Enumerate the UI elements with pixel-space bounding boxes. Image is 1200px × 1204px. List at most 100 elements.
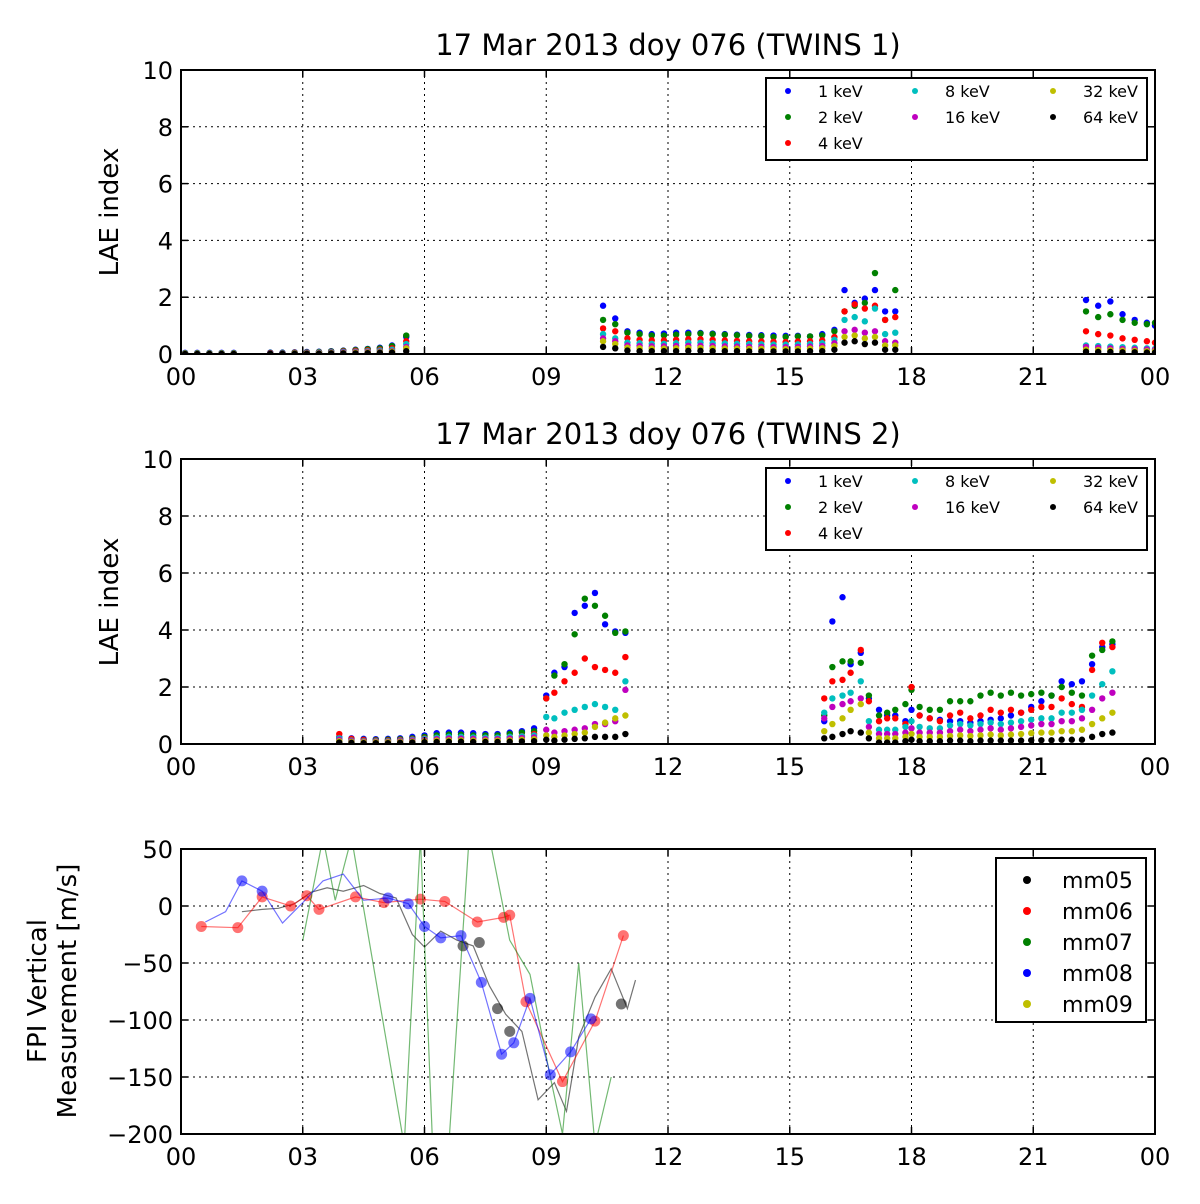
twins2-grid — [181, 459, 1155, 744]
twins2-point — [936, 737, 944, 744]
twins2-point — [839, 700, 846, 708]
twins2-point — [967, 715, 974, 722]
twins1-legend-marker — [1050, 88, 1056, 94]
twins2-point — [829, 695, 836, 702]
twins1-point — [599, 338, 607, 345]
fpi-ytick-label: 0 — [158, 893, 173, 921]
twins2-legend-label: 64 keV — [1083, 498, 1138, 517]
twins2-xtick-label: 18 — [896, 753, 927, 781]
twins2-point — [612, 669, 619, 676]
twins2-point — [908, 718, 915, 725]
twins1-legend-label: 1 keV — [818, 82, 863, 101]
twins2-point — [433, 738, 440, 744]
twins2-point — [1078, 706, 1086, 713]
twins2-point — [601, 733, 609, 741]
twins2-point — [902, 700, 909, 708]
twins2-point — [581, 595, 589, 602]
twins2-point — [601, 621, 609, 628]
twins2-point — [875, 712, 883, 719]
twins1-point — [612, 345, 619, 352]
twins2-point — [591, 723, 599, 731]
twins1-point — [1143, 338, 1151, 345]
twins2-point — [916, 723, 923, 731]
twins2-point — [1058, 709, 1065, 716]
twins2-xtick-label: 03 — [287, 753, 318, 781]
twins1-point — [1143, 320, 1151, 328]
twins2-point — [839, 594, 846, 601]
twins1-point — [881, 346, 889, 353]
twins1-point — [403, 347, 410, 354]
twins1-point — [685, 330, 692, 338]
twins1-point — [599, 316, 607, 324]
twins1-xtick-label: 00 — [1140, 363, 1171, 391]
twins2-point — [829, 663, 836, 671]
twins2-point — [591, 602, 599, 609]
twins2-point — [543, 726, 550, 733]
fpi-legend: mm05 mm06 mm07 mm08 mm09 — [995, 857, 1147, 1023]
twins2-point — [1038, 737, 1045, 744]
twins2-point — [847, 658, 854, 665]
twins2-point — [1017, 737, 1025, 744]
twins1-point — [697, 330, 704, 337]
twins2-point — [360, 739, 367, 744]
twins2-point — [1109, 729, 1116, 736]
twins2-point — [957, 709, 964, 716]
twins2-point — [987, 706, 994, 713]
fpi-point-mm05 — [492, 1003, 504, 1015]
twins2-point — [967, 732, 974, 740]
fpi-point-mm06 — [471, 916, 483, 928]
twins2-point — [977, 692, 984, 699]
fpi-ytick-label: −100 — [107, 1007, 173, 1035]
twins1-point — [758, 348, 765, 354]
twins2-xtick-label: 12 — [653, 753, 684, 781]
twins1-ytick-label: 2 — [158, 284, 173, 312]
twins1-legend-label: 64 keV — [1083, 108, 1138, 127]
twins2-ytick-label: 4 — [158, 617, 173, 645]
twins2-point — [829, 678, 836, 685]
twins2-legend-marker — [785, 530, 791, 536]
twins2-point — [1068, 680, 1076, 688]
twins2-point — [571, 735, 578, 743]
fpi-point-mm08 — [496, 1048, 508, 1060]
fpi-point-mm08 — [419, 921, 430, 933]
twins1-xtick-label: 09 — [531, 363, 562, 391]
twins2-point — [1058, 736, 1065, 743]
twins1-xtick-label: 06 — [409, 363, 440, 391]
twins2-point — [847, 727, 854, 735]
fpi-xtick-label: 12 — [653, 1143, 684, 1171]
twins1-point — [745, 348, 753, 354]
fpi-ytick-label: −50 — [122, 950, 173, 978]
fpi-ytick-label: −150 — [107, 1064, 173, 1092]
twins2-point — [601, 719, 609, 726]
twins2-legend-label: 32 keV — [1083, 472, 1138, 491]
twins2-point — [336, 739, 343, 744]
twins2-point — [892, 715, 899, 722]
twins2-point — [1088, 733, 1096, 741]
twins2-point — [908, 730, 915, 738]
twins2-legend-marker — [912, 478, 918, 484]
twins2-legend-marker — [785, 504, 791, 510]
twins2-point — [987, 731, 994, 738]
twins2-point — [1078, 726, 1086, 733]
twins1-point — [841, 328, 848, 335]
twins2-point — [571, 706, 578, 713]
fpi-legend-box — [995, 857, 1147, 1023]
twins2-legend-label: 4 keV — [818, 524, 863, 543]
twins2-point — [997, 692, 1004, 699]
twins2-point — [865, 735, 873, 742]
twins2-point — [857, 646, 864, 654]
twins1-point — [1094, 313, 1102, 321]
twins2-point — [987, 689, 994, 696]
twins2-point — [581, 655, 589, 662]
twins2-point — [1099, 730, 1106, 738]
twins2-point — [916, 737, 923, 744]
twins2-point — [857, 695, 864, 702]
twins2-point — [409, 739, 416, 744]
twins2-point — [1078, 736, 1086, 743]
twins2-ytick-label: 0 — [158, 731, 173, 759]
twins1-point — [770, 333, 777, 341]
twins2-point — [1099, 680, 1106, 688]
twins2-point — [892, 739, 899, 744]
fpi-point-mm08 — [508, 1037, 520, 1049]
twins2-point — [551, 715, 558, 722]
